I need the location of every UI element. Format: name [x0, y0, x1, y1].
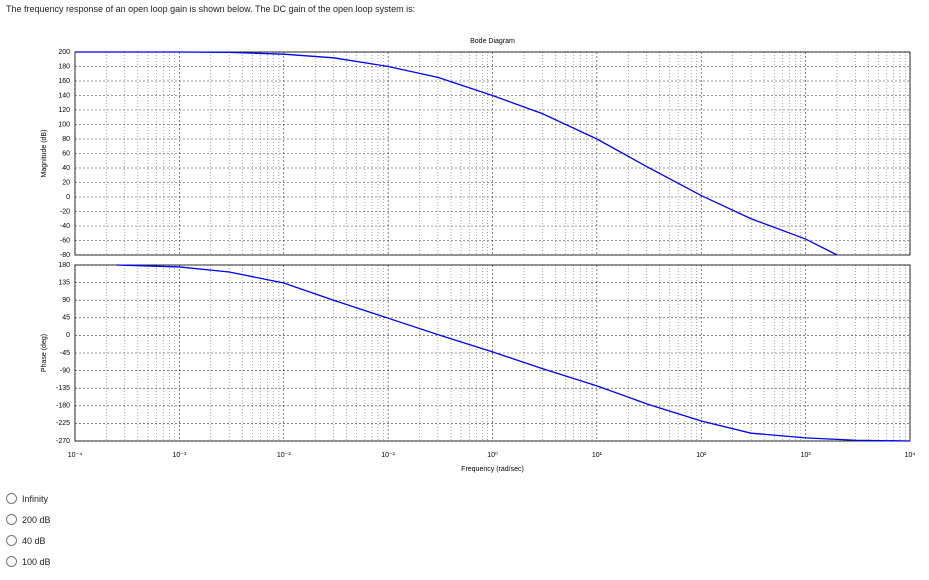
y-tick-label: 140 — [58, 92, 70, 99]
option-label: Infinity — [22, 493, 49, 504]
y-tick-label: 180 — [58, 63, 70, 70]
response-line — [116, 264, 911, 442]
x-tick-label: 10⁻¹ — [381, 452, 395, 459]
plot-frame — [74, 51, 911, 256]
response-line — [75, 51, 838, 256]
y-tick-label: -20 — [60, 208, 70, 215]
radio-button[interactable] — [6, 535, 17, 546]
y-tick-label: -135 — [56, 385, 70, 392]
y-tick-label: -80 — [60, 252, 70, 259]
option[interactable]: 200 dB — [6, 514, 51, 525]
y-tick-label: 200 — [58, 49, 70, 56]
x-tick-label: 10⁰ — [487, 451, 498, 459]
y-tick-label: 90 — [62, 297, 70, 304]
bode-plot: 200180160140120100806040200-20-40-60-80B… — [41, 38, 916, 473]
x-tick-label: 10⁻⁴ — [68, 452, 83, 459]
y-tick-label: 40 — [62, 165, 70, 172]
option-label: 200 dB — [22, 514, 51, 525]
y-tick-label: -40 — [60, 223, 70, 230]
plot-frame — [74, 264, 911, 442]
radio-button[interactable] — [6, 514, 17, 525]
x-tick-label: 10⁻² — [277, 452, 291, 459]
y-tick-label: -60 — [60, 237, 70, 244]
x-axis-label: Frequency (rad/sec) — [461, 466, 524, 473]
y-tick-label: -90 — [60, 367, 70, 374]
radio-button[interactable] — [6, 556, 17, 567]
radio-button[interactable] — [6, 493, 17, 504]
y-tick-label: 45 — [62, 315, 70, 322]
y-tick-label: 0 — [66, 332, 70, 339]
y-tick-label: 100 — [58, 121, 70, 128]
y-tick-label: -45 — [60, 350, 70, 357]
y-tick-label: -270 — [56, 438, 70, 445]
y-axis-label: Magnitude (dB) — [41, 130, 48, 178]
option[interactable]: 100 dB — [6, 556, 51, 567]
x-tick-label: 10² — [696, 452, 707, 459]
y-tick-label: 20 — [62, 179, 70, 186]
option-label: 100 dB — [22, 556, 51, 567]
option[interactable]: Infinity — [6, 493, 48, 504]
y-tick-label: 0 — [66, 194, 70, 201]
x-tick-label: 10³ — [801, 452, 812, 459]
y-tick-label: 120 — [58, 107, 70, 114]
y-tick-label: 180 — [58, 262, 70, 269]
chart-title: Bode Diagram — [470, 38, 515, 45]
question: The frequency response of an open loop g… — [6, 4, 416, 14]
y-tick-label: 135 — [58, 279, 70, 286]
option[interactable]: 40 dB — [6, 535, 46, 546]
y-tick-label: -225 — [56, 420, 70, 427]
y-tick-label: -180 — [56, 403, 70, 410]
y-tick-label: 80 — [62, 136, 70, 143]
y-tick-label: 160 — [58, 78, 70, 85]
y-tick-label: 60 — [62, 150, 70, 157]
x-tick-label: 10⁻³ — [172, 452, 186, 459]
x-tick-label: 10⁴ — [905, 452, 916, 459]
option-label: 40 dB — [22, 535, 46, 546]
x-tick-label: 10¹ — [592, 452, 603, 459]
y-axis-label: Phase (deg) — [41, 334, 48, 372]
